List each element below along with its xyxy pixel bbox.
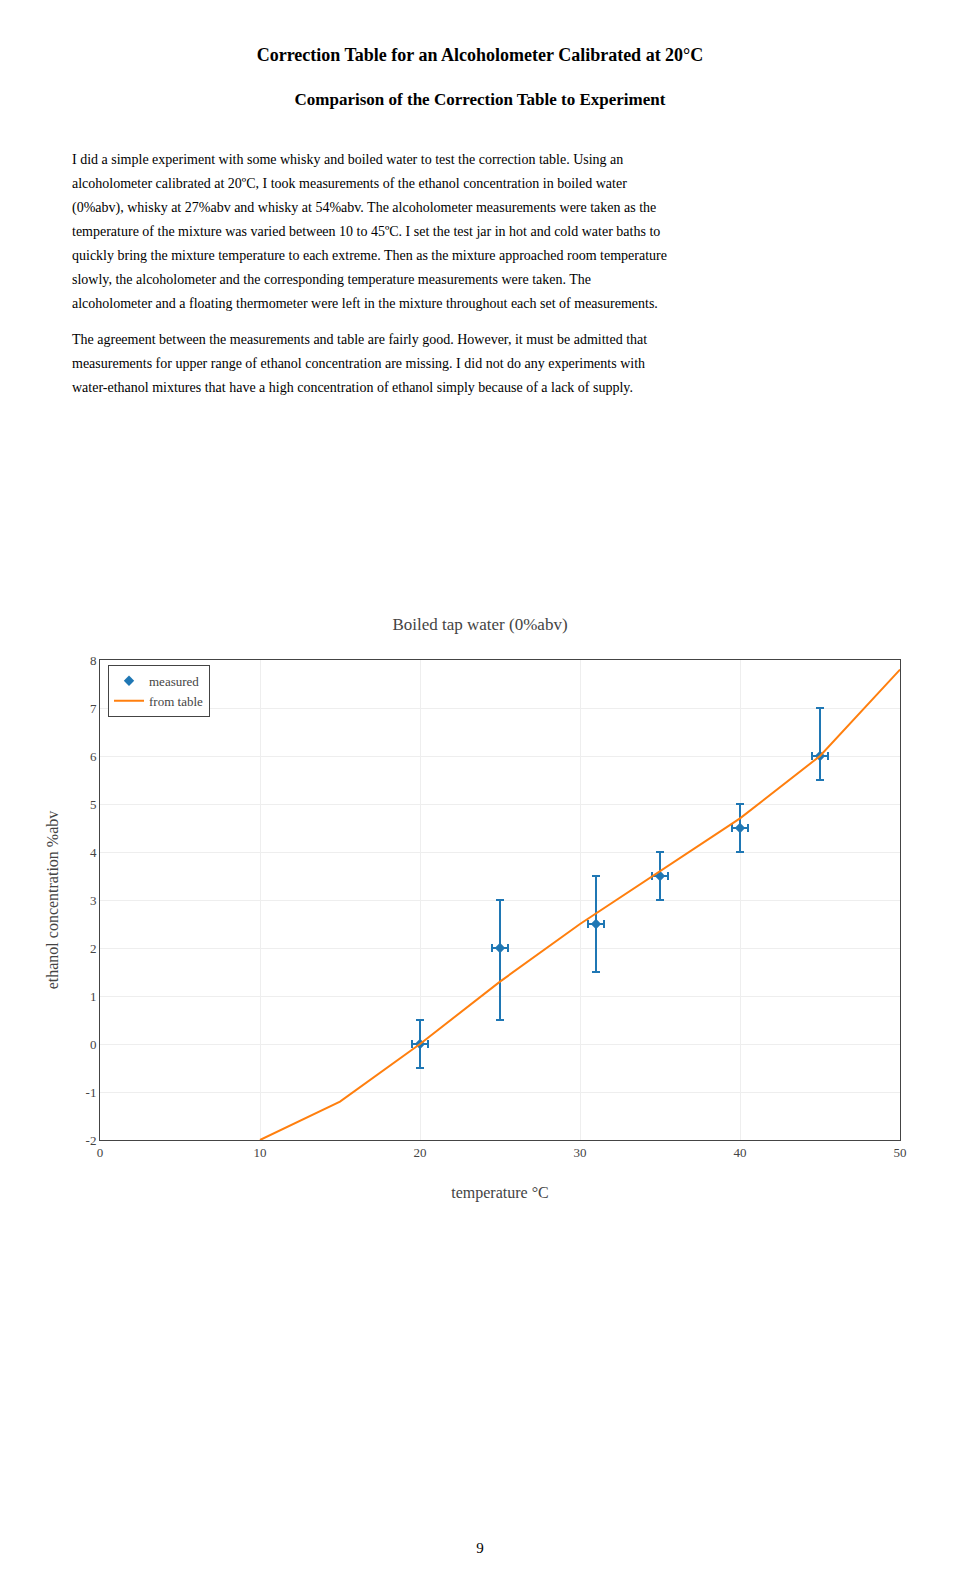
svg-text:8: 8 [90, 653, 97, 668]
html-text:water-ethanol mixtures that ha: water-ethanol mixtures that have a high … [72, 380, 633, 395]
html-text:I did a simple experiment with: I did a simple experiment with some whis… [72, 152, 624, 167]
svg-text:30: 30 [574, 1145, 587, 1160]
html-text:9: 9 [476, 1540, 484, 1556]
svg-text:5: 5 [90, 797, 97, 812]
html-text:alcoholometer calibrated at 20: alcoholometer calibrated at 20ºC, I took… [72, 176, 627, 191]
html-text:The agreement between the meas: The agreement between the measurements a… [72, 332, 648, 347]
html-text:quickly bring the mixture temp: quickly bring the mixture temperature to… [72, 248, 667, 263]
html-text:(0%abv), whisky at 27%abv and: (0%abv), whisky at 27%abv and whisky at … [72, 200, 657, 215]
svg-text:ethanol concentration %abv: ethanol concentration %abv [44, 811, 61, 990]
svg-text:from table: from table [149, 694, 203, 709]
svg-text:2: 2 [90, 941, 97, 956]
html-text:alcoholometer and a floating t: alcoholometer and a floating thermometer… [72, 296, 658, 311]
svg-text:-2: -2 [86, 1133, 97, 1148]
html-text:slowly, the alcoholometer and: slowly, the alcoholometer and the corres… [72, 272, 591, 287]
svg-text:7: 7 [90, 701, 97, 716]
svg-text:Boiled tap water (0%abv): Boiled tap water (0%abv) [392, 615, 567, 634]
html-text:Comparison of the Correction T: Comparison of the Correction Table to Ex… [294, 90, 666, 109]
svg-text:0: 0 [90, 1037, 97, 1052]
svg-text:-1: -1 [86, 1085, 97, 1100]
svg-text:10: 10 [254, 1145, 267, 1160]
svg-text:measured: measured [149, 674, 199, 689]
svg-text:temperature °C: temperature °C [451, 1184, 548, 1202]
svg-text:6: 6 [90, 749, 97, 764]
svg-text:40: 40 [734, 1145, 747, 1160]
html-text:temperature of the mixture was: temperature of the mixture was varied be… [72, 224, 661, 239]
svg-text:20: 20 [414, 1145, 427, 1160]
svg-text:50: 50 [894, 1145, 907, 1160]
html-text:Correction Table for an Alcoho: Correction Table for an Alcoholometer Ca… [256, 45, 704, 65]
svg-text:1: 1 [90, 989, 97, 1004]
html-text:measurements for upper range o: measurements for upper range of ethanol … [72, 356, 646, 371]
svg-text:3: 3 [90, 893, 97, 908]
svg-text:4: 4 [90, 845, 97, 860]
svg-text:0: 0 [97, 1145, 104, 1160]
